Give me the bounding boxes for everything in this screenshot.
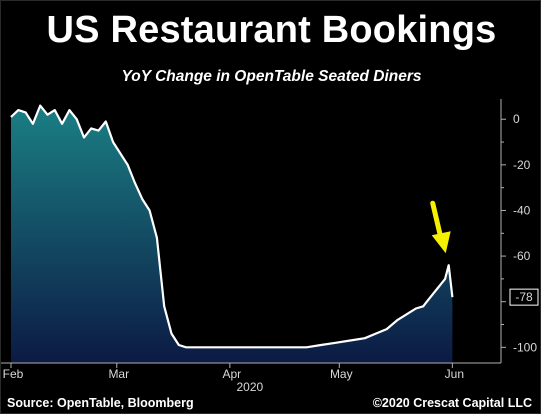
x-tick-label: Jun — [445, 367, 464, 381]
x-axis: Feb Mar Apr May Jun 2020 — [1, 362, 501, 394]
x-year-label: 2020 — [237, 380, 264, 394]
arrow-shaft — [430, 200, 444, 240]
x-tick-label: Feb — [3, 367, 24, 381]
yellow-arrow-icon — [430, 200, 451, 254]
chart-subtitle: YoY Change in OpenTable Seated Diners — [121, 68, 422, 85]
last-value-marker: -78 — [509, 288, 539, 306]
x-tick-label: Apr — [223, 367, 242, 381]
y-tick-label: -60 — [513, 249, 531, 263]
y-axis: 0-20-40-60-80-100 — [500, 99, 537, 363]
arrow-head — [431, 231, 451, 254]
area-fill — [11, 105, 453, 363]
last-value-label: -78 — [515, 290, 533, 304]
series-line — [10, 104, 454, 349]
x-tick-label: May — [330, 367, 353, 381]
y-tick-label: 0 — [513, 112, 520, 126]
y-tick-label: -40 — [513, 203, 531, 217]
y-tick-label: -100 — [513, 340, 537, 354]
footer-copyright: ©2020 Crescat Capital LLC — [372, 396, 532, 410]
x-tick-label: Mar — [108, 367, 129, 381]
last-value-box — [509, 288, 539, 306]
footer-source: Source: OpenTable, Bloomberg — [7, 396, 194, 410]
chart-title: US Restaurant Bookings — [46, 9, 497, 51]
y-tick-label: -20 — [513, 158, 531, 172]
